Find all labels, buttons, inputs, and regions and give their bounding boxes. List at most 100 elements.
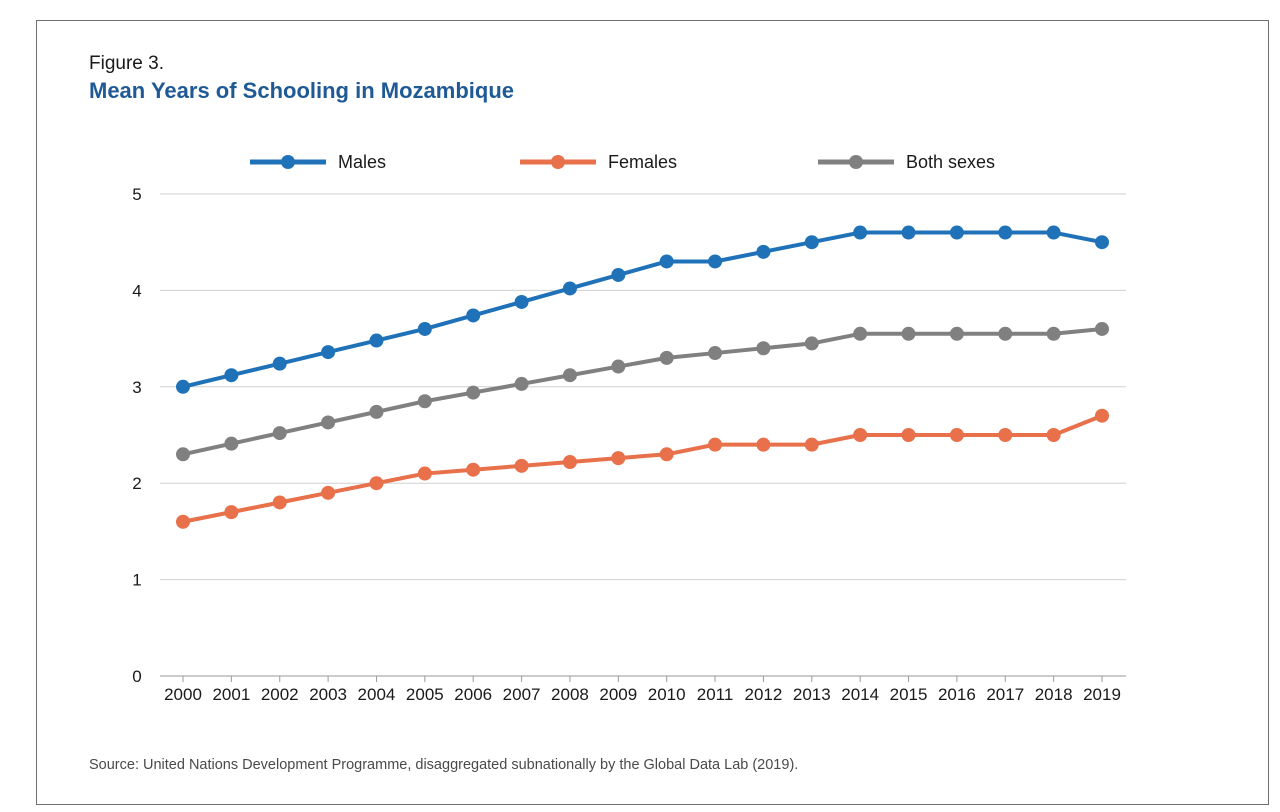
- data-point: [272, 356, 287, 371]
- legend-label: Both sexes: [906, 152, 995, 172]
- legend-swatch-marker: [281, 155, 295, 169]
- data-point: [853, 225, 868, 240]
- series-line-both-sexes: [182, 326, 1103, 457]
- data-point: [1046, 225, 1061, 240]
- legend-label: Males: [338, 152, 386, 172]
- data-point: [224, 368, 239, 383]
- data-point: [853, 428, 868, 442]
- data-point: [176, 379, 190, 394]
- data-point: [998, 428, 1013, 442]
- data-point: [321, 345, 336, 360]
- data-point: [949, 225, 964, 240]
- data-point: [611, 451, 626, 466]
- x-tick-label: 2016: [938, 685, 976, 704]
- data-point: [901, 326, 916, 341]
- legend-label: Females: [608, 152, 677, 172]
- data-point: [756, 244, 771, 259]
- x-tick-label: 2004: [358, 685, 396, 704]
- data-point: [804, 235, 819, 250]
- figure-label: Figure 3.: [89, 53, 164, 74]
- data-point: [562, 368, 577, 383]
- data-point: [949, 428, 964, 442]
- y-tick-label: 4: [132, 281, 141, 300]
- x-tick-label: 2014: [841, 685, 879, 704]
- data-point: [659, 254, 674, 269]
- x-tick-label: 2005: [406, 685, 444, 704]
- data-point: [804, 437, 819, 452]
- data-point: [321, 485, 336, 500]
- data-point: [514, 376, 529, 391]
- x-tick-label: 2006: [454, 685, 492, 704]
- data-point: [708, 437, 723, 452]
- data-point: [1095, 235, 1109, 250]
- x-tick-label: 2017: [986, 685, 1024, 704]
- x-tick-label: 2001: [212, 685, 250, 704]
- data-point: [804, 336, 819, 351]
- data-point: [466, 385, 481, 400]
- legend-swatch-marker: [551, 155, 565, 169]
- x-tick-label: 2002: [261, 685, 299, 704]
- data-point: [224, 505, 239, 520]
- data-point: [369, 333, 384, 348]
- y-tick-label: 5: [132, 185, 141, 204]
- figure-frame: [36, 20, 1269, 805]
- data-point: [1046, 326, 1061, 341]
- x-tick-label: 2013: [793, 685, 831, 704]
- figure-title: Mean Years of Schooling in Mozambique: [89, 78, 514, 103]
- x-tick-label: 2010: [648, 685, 686, 704]
- grid-lines: [160, 193, 1126, 677]
- data-point: [321, 415, 336, 430]
- data-point: [272, 495, 287, 510]
- data-point: [272, 426, 287, 441]
- x-tick-label: 2008: [551, 685, 589, 704]
- data-point: [417, 394, 432, 409]
- x-tick-label: 2012: [745, 685, 783, 704]
- source-note: Source: United Nations Development Progr…: [89, 757, 799, 773]
- data-point: [611, 267, 626, 282]
- x-tick-label: 2015: [890, 685, 928, 704]
- series-lines: [176, 225, 1109, 529]
- data-point: [708, 254, 723, 269]
- legend: Males Females Both sexes: [250, 152, 995, 172]
- data-point: [1046, 428, 1061, 442]
- data-point: [176, 447, 190, 462]
- data-point: [514, 458, 529, 473]
- x-tick-label: 2000: [164, 685, 202, 704]
- data-point: [562, 454, 577, 469]
- data-point: [417, 466, 432, 481]
- data-point: [611, 359, 626, 374]
- data-point: [901, 428, 916, 442]
- x-tick-label: 2003: [309, 685, 347, 704]
- x-tick-label: 2007: [503, 685, 541, 704]
- x-tick-label: 2019: [1083, 685, 1121, 704]
- data-point: [1095, 408, 1109, 423]
- data-point: [1095, 321, 1109, 336]
- legend-swatch-marker: [849, 155, 863, 169]
- series-line-males: [182, 230, 1103, 389]
- y-tick-label: 2: [132, 474, 141, 493]
- axes: 0 1 2 3 4 5 2000 2001 2002 2003 2004 2005 2006 2007 20…: [132, 185, 1121, 704]
- data-point: [176, 514, 190, 529]
- data-point: [853, 326, 868, 341]
- data-point: [417, 321, 432, 336]
- y-tick-label: 3: [132, 378, 141, 397]
- data-point: [901, 225, 916, 240]
- data-point: [369, 404, 384, 419]
- x-tick-label: 2011: [697, 685, 734, 704]
- data-point: [659, 447, 674, 462]
- data-point: [466, 308, 481, 323]
- data-point: [466, 462, 481, 477]
- data-point: [514, 294, 529, 309]
- data-point: [998, 225, 1013, 240]
- data-point: [659, 350, 674, 365]
- data-point: [708, 346, 723, 361]
- data-point: [369, 476, 384, 491]
- y-tick-label: 0: [132, 667, 141, 686]
- data-point: [562, 281, 577, 296]
- data-point: [949, 326, 964, 341]
- data-point: [998, 326, 1013, 341]
- x-tick-label: 2018: [1035, 685, 1073, 704]
- data-point: [756, 437, 771, 452]
- data-point: [224, 436, 239, 451]
